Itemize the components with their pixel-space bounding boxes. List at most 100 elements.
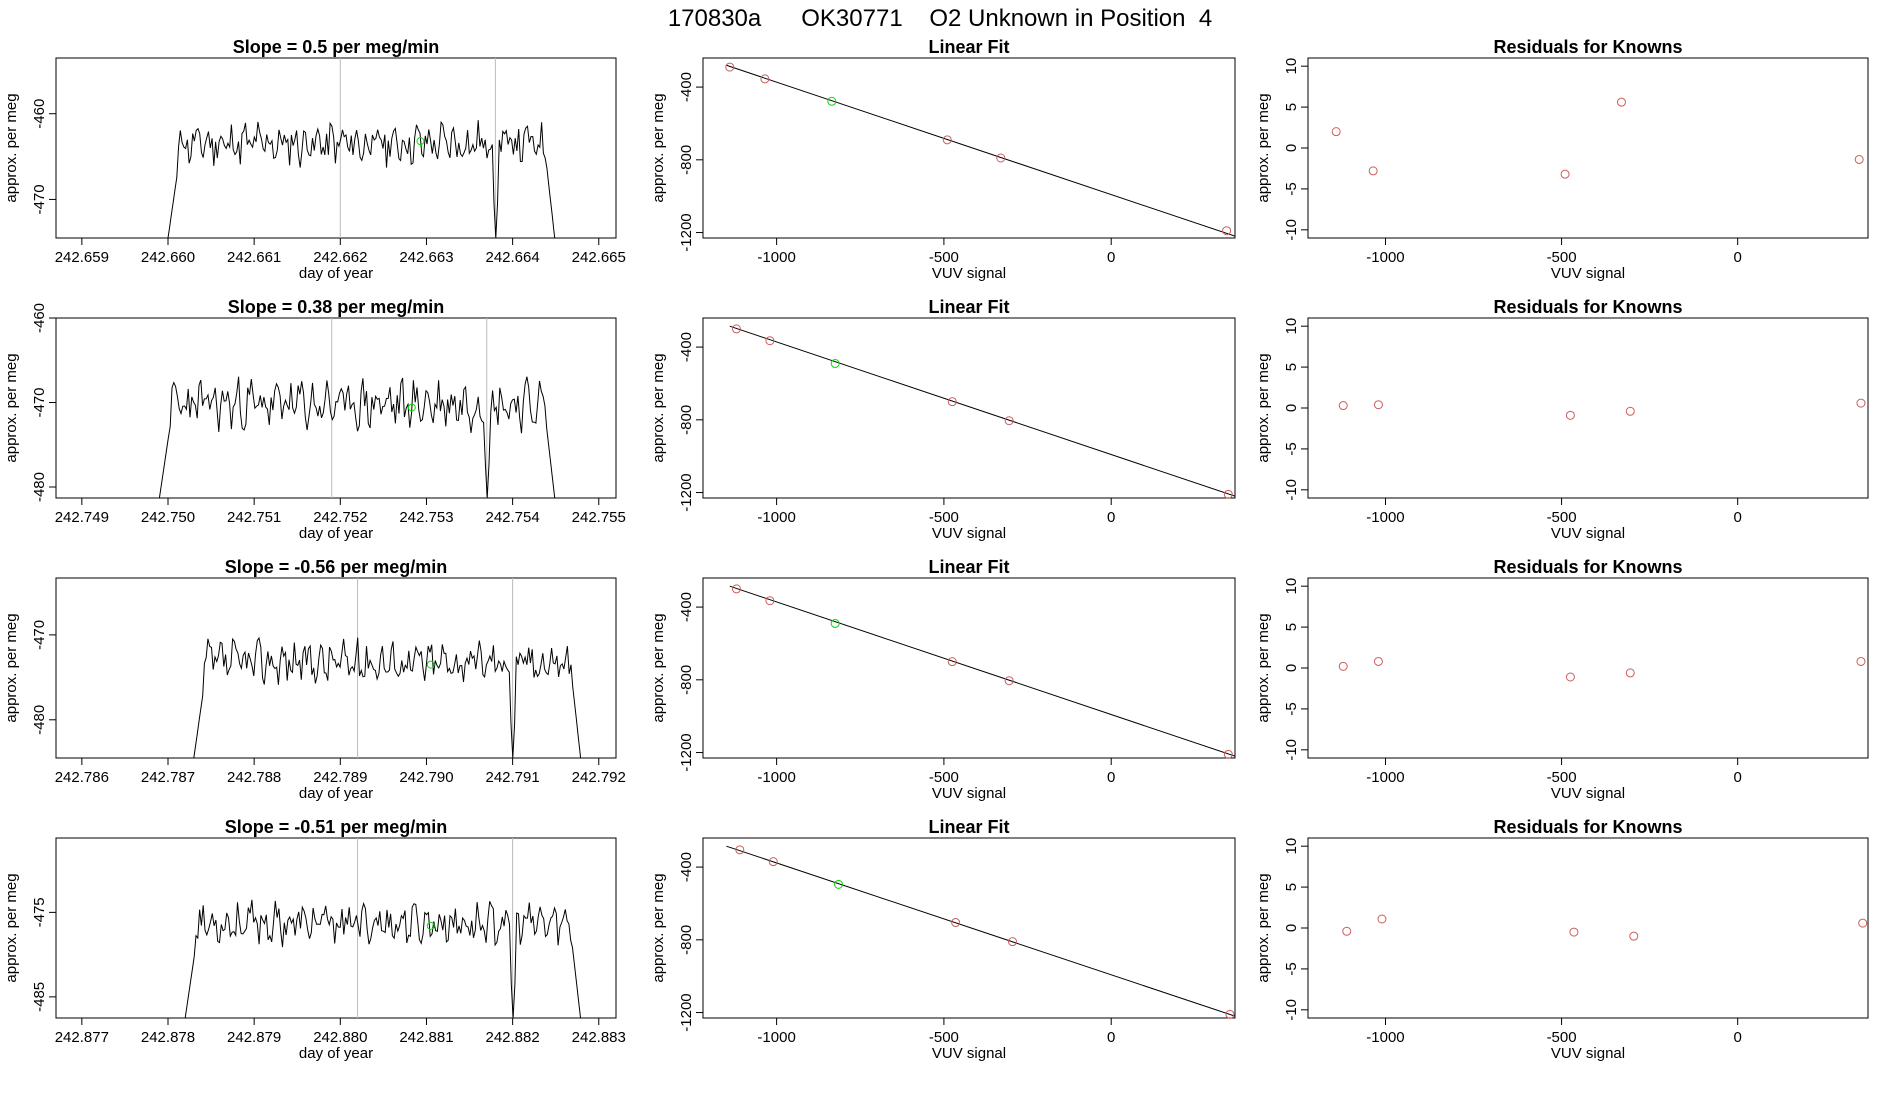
- y-axis-label: approx. per meg: [650, 93, 667, 202]
- y-tick-label: 0: [1283, 924, 1300, 932]
- plot-frame: [55, 837, 617, 1019]
- x-tick-label: -1000: [1366, 769, 1404, 786]
- y-tick-label: -1200: [678, 733, 695, 771]
- unknown-point: [407, 403, 416, 412]
- data-trace: [193, 636, 582, 758]
- unknown-point: [426, 921, 435, 930]
- x-tick-label: 242.878: [141, 1029, 195, 1046]
- x-axis-label: day of year: [299, 265, 373, 282]
- y-tick-label: -5: [1283, 962, 1300, 975]
- panel-2-1: Slope = 0.38 per meg/min 242.749 242.750 24…: [3, 297, 626, 542]
- known-point: [1854, 154, 1864, 164]
- x-tick-label: 242.786: [55, 769, 109, 786]
- x-tick-label: -500: [1547, 1029, 1577, 1046]
- plot-frame: [702, 577, 1236, 759]
- x-axis-label: VUV signal: [932, 785, 1006, 802]
- x-tick-label: -1000: [1366, 1029, 1404, 1046]
- known-point: [1629, 931, 1639, 941]
- plot-frame: [55, 577, 617, 759]
- y-tick-label: -400: [678, 332, 695, 362]
- y-axis-label: approx. per meg: [1255, 613, 1272, 722]
- known-point: [1625, 406, 1635, 416]
- plot-frame: [55, 317, 617, 499]
- x-tick-label: 242.754: [485, 509, 539, 526]
- panel-3-2: Linear Fit -1000 -500 0 -400 -800 -1200 VUV sig…: [650, 557, 1236, 802]
- x-tick-label: -1000: [757, 1029, 795, 1046]
- y-tick-label: 5: [1283, 363, 1300, 371]
- unknown-point: [416, 137, 425, 146]
- unknown-point: [426, 660, 435, 669]
- x-tick-label: 242.880: [313, 1029, 367, 1046]
- known-point: [1856, 656, 1866, 666]
- y-tick-label: 10: [1283, 318, 1300, 335]
- known-point: [731, 584, 741, 594]
- x-tick-label: 0: [1107, 1029, 1115, 1046]
- known-point: [1007, 937, 1017, 947]
- x-tick-label: 242.882: [485, 1029, 539, 1046]
- panel-3-3: Residuals for Knowns -1000 -500 0 10 5 0 -5 -10 V…: [1255, 557, 1869, 802]
- unknown-point: [827, 96, 837, 106]
- plot-frame: [1307, 837, 1869, 1019]
- panel-1-2: Linear Fit -1000 -500 0 -400 -800 -1200 VUV sig…: [650, 37, 1236, 282]
- y-tick-label: -800: [678, 405, 695, 435]
- y-tick-label: -400: [678, 72, 695, 102]
- panel-4-1: Slope = -0.51 per meg/min 242.877 242.878 2…: [3, 817, 626, 1062]
- known-point: [1004, 416, 1014, 426]
- x-tick-label: 242.881: [399, 1029, 453, 1046]
- plot-frame: [55, 57, 617, 239]
- x-axis-label: day of year: [299, 1045, 373, 1062]
- unknown-point: [834, 879, 844, 889]
- y-tick-label: -1200: [678, 473, 695, 511]
- x-tick-label: -500: [929, 509, 959, 526]
- y-axis-label: approx. per meg: [650, 353, 667, 462]
- panel-title: Linear Fit: [928, 297, 1009, 317]
- panel-title: Residuals for Knowns: [1493, 37, 1682, 57]
- y-tick-label: -475: [31, 897, 48, 927]
- x-axis-label: VUV signal: [932, 1045, 1006, 1062]
- known-point: [1560, 169, 1570, 179]
- panel-title: Slope = 0.5 per meg/min: [233, 37, 440, 57]
- y-tick-label: 10: [1283, 58, 1300, 75]
- y-axis-label: approx. per meg: [650, 873, 667, 982]
- y-tick-label: 10: [1283, 578, 1300, 595]
- known-point: [1223, 489, 1233, 499]
- known-point: [1565, 672, 1575, 682]
- y-tick-label: -10: [1283, 479, 1300, 501]
- y-tick-label: -5: [1283, 702, 1300, 715]
- known-point: [768, 857, 778, 867]
- x-tick-label: 242.788: [227, 769, 281, 786]
- unknown-point: [830, 618, 840, 628]
- known-point: [765, 336, 775, 346]
- x-tick-label: 242.662: [313, 249, 367, 266]
- panel-title: Residuals for Knowns: [1493, 557, 1682, 577]
- known-point: [1569, 927, 1579, 937]
- y-tick-label: -470: [31, 387, 48, 417]
- known-point: [1222, 226, 1232, 236]
- x-tick-label: -500: [1547, 509, 1577, 526]
- y-tick-label: -10: [1283, 999, 1300, 1021]
- y-tick-label: 0: [1283, 664, 1300, 672]
- x-tick-label: -500: [929, 249, 959, 266]
- y-tick-label: -5: [1283, 182, 1300, 195]
- x-axis-label: day of year: [299, 785, 373, 802]
- x-tick-label: 0: [1734, 509, 1742, 526]
- known-point: [1373, 400, 1383, 410]
- y-tick-label: 0: [1283, 144, 1300, 152]
- y-tick-label: -800: [678, 145, 695, 175]
- x-tick-label: 242.790: [399, 769, 453, 786]
- x-tick-label: 242.879: [227, 1029, 281, 1046]
- x-tick-label: 242.787: [141, 769, 195, 786]
- plot-frame: [702, 57, 1236, 239]
- panel-title: Linear Fit: [928, 557, 1009, 577]
- y-tick-label: -480: [31, 705, 48, 735]
- panel-1-1: Slope = 0.5 per meg/min 242.659 242.660 242…: [3, 37, 626, 282]
- x-tick-label: 0: [1107, 249, 1115, 266]
- x-tick-label: 242.751: [227, 509, 281, 526]
- y-axis-label: approx. per meg: [3, 873, 20, 982]
- y-tick-label: -460: [31, 99, 48, 129]
- y-axis-label: approx. per meg: [1255, 93, 1272, 202]
- y-tick-label: 5: [1283, 883, 1300, 891]
- panel-3-1: Slope = -0.56 per meg/min 242.786 242.787 2…: [3, 557, 626, 802]
- known-point: [1368, 166, 1378, 176]
